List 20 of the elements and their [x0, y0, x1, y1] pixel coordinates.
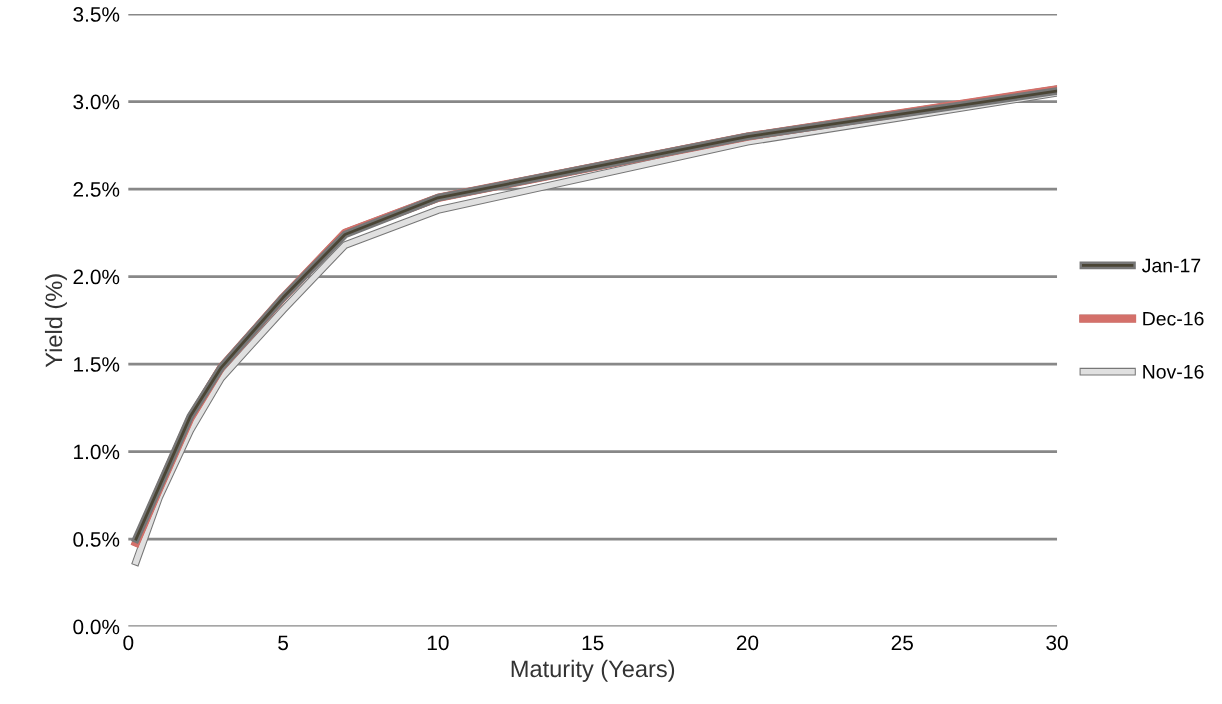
- y-tick-label: 2.0%: [73, 269, 120, 285]
- y-tick-label: 3.0%: [73, 94, 120, 110]
- x-tick-label: 20: [736, 635, 759, 651]
- y-tick-label: 3.5%: [73, 7, 120, 22]
- legend-label: Dec-16: [1143, 311, 1204, 326]
- x-tick-label: 0: [123, 635, 134, 651]
- y-axis-title: Yield (%): [44, 274, 67, 368]
- x-tick-label: 5: [278, 635, 289, 651]
- y-tick-label: 0.5%: [73, 532, 120, 547]
- x-tick-label: 30: [1046, 635, 1068, 651]
- x-axis-title: Maturity (Years): [511, 659, 675, 682]
- x-tick-label: 25: [891, 635, 913, 651]
- y-tick-label: 1.5%: [74, 357, 120, 372]
- y-tick-label: 1.0%: [74, 444, 120, 460]
- x-tick-label: 10: [427, 635, 449, 651]
- legend-label: Nov-16: [1143, 364, 1204, 379]
- y-tick-label: 0.0%: [73, 619, 120, 635]
- x-tick-label: 15: [582, 635, 604, 651]
- y-tick-label: 2.5%: [73, 182, 120, 197]
- legend-label: Jan-17: [1142, 258, 1201, 273]
